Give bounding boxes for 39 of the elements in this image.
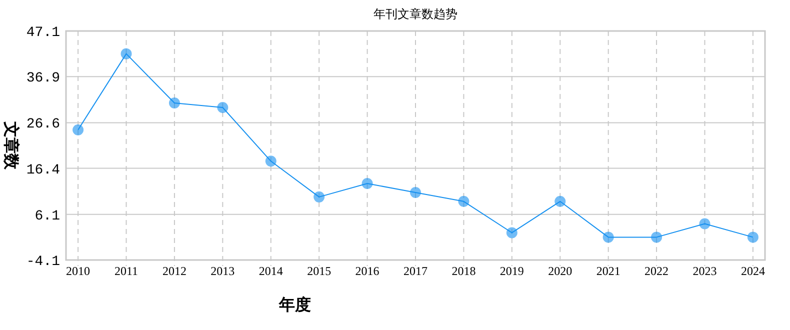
x-tick-label: 2011 — [114, 264, 138, 278]
x-tick-label: 2018 — [452, 264, 476, 278]
point — [410, 186, 421, 198]
point — [699, 218, 710, 230]
x-tick-label: 2010 — [66, 264, 90, 278]
point — [602, 232, 614, 243]
x-tick-label: 2013 — [210, 264, 235, 278]
y-tick-label: 47.1 — [26, 25, 60, 41]
x-tick-label: 2012 — [162, 264, 186, 278]
point — [362, 178, 373, 190]
y-axis-title: 文章数 — [2, 120, 21, 170]
point — [506, 227, 518, 238]
x-tick-label: 2017 — [404, 264, 428, 278]
x-tick-label: 2020 — [548, 264, 572, 278]
point — [554, 196, 566, 207]
point — [120, 48, 132, 60]
point — [747, 232, 758, 243]
point — [265, 156, 276, 167]
point — [314, 191, 325, 202]
x-tick-label: 2019 — [500, 264, 524, 278]
x-tick-label: 2023 — [692, 264, 717, 278]
y-tick-label: 6.1 — [34, 208, 60, 224]
x-tick-label: 2015 — [307, 264, 332, 278]
x-tick-label: 2014 — [258, 264, 283, 278]
y-tick-label: 26.6 — [26, 116, 60, 133]
point — [168, 98, 180, 109]
chart-title: 年刊文章数趋势 — [374, 7, 458, 21]
point — [458, 196, 470, 207]
point — [651, 232, 662, 243]
point — [217, 102, 228, 113]
x-axis-title: 年度 — [278, 295, 311, 314]
y-tick-label: 16.4 — [26, 162, 60, 178]
y-tick-label: 36.9 — [26, 70, 60, 87]
x-tick-label: 2024 — [740, 264, 765, 278]
x-tick-label: 2021 — [596, 264, 620, 278]
y-tick-label: -4.1 — [26, 254, 60, 270]
x-tick-label: 2016 — [355, 264, 380, 278]
x-tick-label: 2022 — [644, 264, 669, 278]
point — [72, 124, 84, 136]
